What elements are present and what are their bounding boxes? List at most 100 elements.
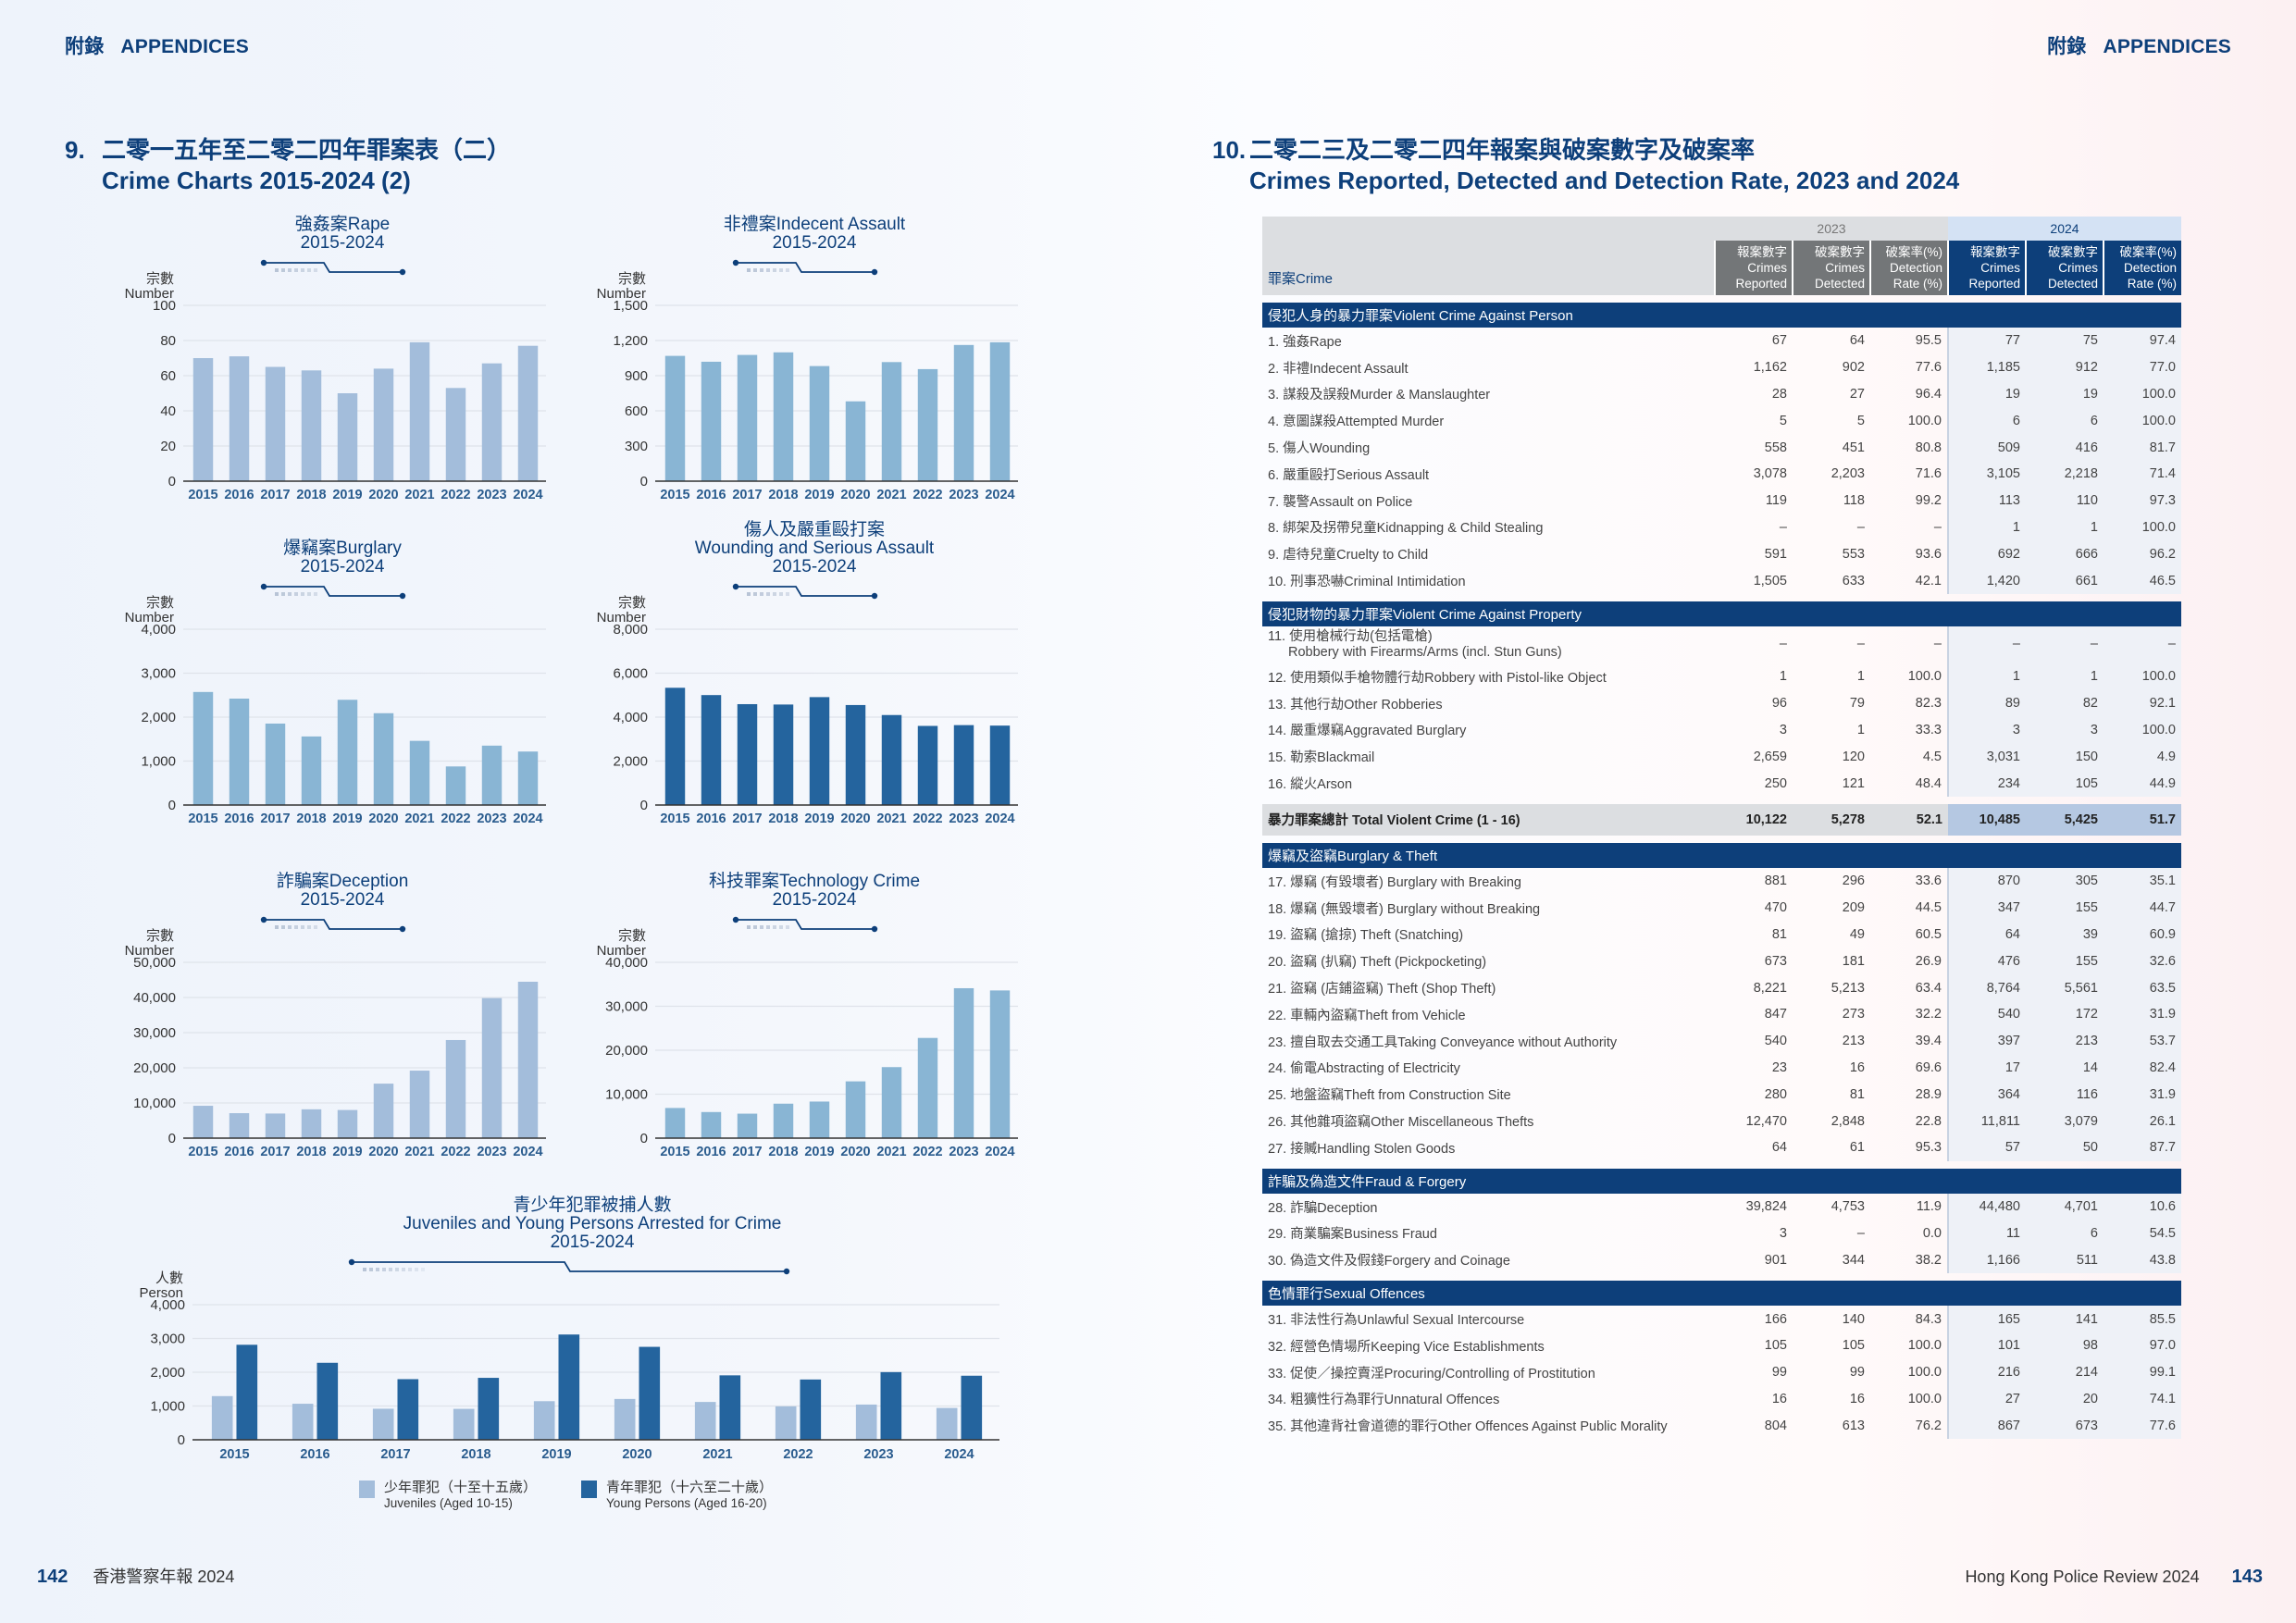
x-tick-label: 2016 [300,1447,329,1462]
bar-2019 [337,700,358,805]
bar-2023 [481,363,503,481]
x-tick-label: 2022 [441,812,470,826]
table-cell: 10.6 [2104,1193,2181,1220]
running-head-en: APPENDICES [2103,36,2231,57]
table-cell: 3,079 [2026,1108,2104,1134]
table-cell: 100.0 [2104,514,2181,541]
legend-item-juveniles: 少年罪犯（十至十五歲） Juveniles (Aged 10-15) [359,1477,537,1510]
y-tick-label: 20 [160,439,176,454]
table-cell: 867 [1947,1412,2026,1440]
y-tick-label: 40,000 [133,990,176,1006]
bar-2018 [301,736,322,805]
table-cell: – [1856,1225,1865,1241]
table-cell: 19 [2026,380,2104,408]
crime-label: 6. 嚴重毆打Serious Assault [1262,461,1715,488]
bar-young-persons-2019 [558,1334,580,1440]
x-tick-label: 2024 [513,1145,542,1159]
chart-period: 2015-2024 [773,557,857,576]
table-cell: 95.5 [1915,333,1942,349]
table-cell: 3 [1779,722,1787,737]
x-tick-label: 2018 [296,1145,326,1159]
table-cell: 110 [2026,487,2104,514]
table-cell: 97.4 [2104,328,2181,354]
bar-2020 [373,1084,394,1138]
bar-2024 [989,990,1011,1138]
crime-label: 25. 地盤盜竊Theft from Construction Site [1262,1081,1715,1108]
y-tick-label: 1,000 [150,1399,185,1415]
decorative-dash-icon [779,592,783,596]
y-tick-label: 0 [640,474,648,489]
bar-2016 [229,699,250,805]
table-row: 23. 擅自取去交通工具Taking Conveyance without Au… [1262,1027,2181,1055]
decorative-dot-icon [732,916,739,923]
x-tick-label: 2021 [702,1447,732,1462]
y-tick-label: 300 [625,439,648,454]
table-cell: – [1856,637,1865,652]
y-tick-label: 3,000 [141,666,176,682]
chart-rape: 強姦案Rape 2015-2024 宗數 Number 0 20 40 60 80 100 2015… [102,213,555,523]
table-cell: 69.6 [1915,1059,1942,1075]
table-cell: 397 [1947,1027,2026,1055]
x-tick-label: 2019 [332,488,362,502]
chart-title-zh: 爆竊案Burglary [283,538,402,558]
table-row: 10. 刑事恐嚇Criminal Intimidation 1,505 633 42.… [1262,567,2181,594]
table-cell: 100.0 [1907,413,1942,428]
bar-2016 [701,361,722,481]
table-cell: 96.4 [1915,386,1942,402]
x-tick-label: 2020 [622,1447,652,1462]
table-cell: 10,122 [1715,803,1793,836]
decorative-dot-icon [260,916,267,923]
decorative-dash-icon [408,1268,412,1271]
bar-2020 [845,401,866,481]
table-row: 18. 爆竊 (無毀壞者) Burglary without Breaking 4… [1262,894,2181,922]
decorative-dash-icon [760,592,763,596]
y-tick-label: 900 [625,368,648,384]
decorative-dash-icon [760,268,763,272]
decorative-dash-icon [773,925,776,929]
decorative-dash-icon [275,592,279,596]
crime-label: 23. 擅自取去交通工具Taking Conveyance without Au… [1262,1028,1715,1055]
category-title: 詐騙及偽造文件Fraud & Forgery [1262,1168,2181,1194]
crime-column-header: 罪案Crime [1262,217,1715,295]
chart-deception: 詐騙案Deception 2015-2024 宗數 Number 0 10,000 20,0… [102,870,555,1180]
decorative-dash-icon [301,925,304,929]
x-tick-label: 2024 [985,812,1014,826]
column-header: 破案率(%) Detection Rate (%) [2103,241,2181,295]
legend-label-zh: 青年罪犯（十六至二十歲） [606,1480,774,1495]
decorative-dash-icon [281,268,285,272]
table-cell: 22.8 [1915,1113,1942,1129]
column-header: 報案數字 Crimes Reported [1714,241,1793,295]
table-row: 11. 使用槍械行劫(包括電槍) Robbery with Firearms/Ar… [1262,626,2181,663]
table-cell: 81 [1771,926,1787,942]
legend-swatch-light [359,1481,375,1498]
bar-2015 [192,691,214,805]
table-cell: 93.6 [1915,546,1942,562]
table-cell: 11 [1947,1220,2026,1247]
table-cell: 511 [2026,1246,2104,1274]
x-tick-label: 2015 [660,1145,689,1159]
x-tick-label: 2017 [732,488,762,502]
y-axis-unit-en: Person [139,1285,183,1301]
y-tick-label: 4,000 [613,710,648,725]
y-tick-label: 1,000 [141,754,176,770]
x-tick-label: 2023 [949,488,978,502]
x-tick-label: 2019 [804,812,834,826]
bar-2016 [701,695,722,805]
bar-juveniles-2023 [855,1404,877,1440]
table-cell: 3 [1947,716,2026,744]
crime-label: 34. 粗獷性行為罪行Unnatural Offences [1262,1386,1715,1413]
table-cell: 661 [2026,567,2104,594]
running-head-zh: 附錄 [65,36,105,57]
decorative-dot-icon [871,925,878,933]
crime-label-text-en: Robbery with Firearms/Arms (incl. Stun G… [1288,644,1562,660]
table-cell: 901 [1764,1252,1787,1268]
table-cell: 11,811 [1947,1108,2026,1134]
bar-2019 [809,365,830,481]
section-number: 9. [65,136,85,164]
table-cell: 166 [1764,1311,1787,1327]
x-tick-label: 2021 [876,488,906,502]
table-cell: 100.0 [2104,716,2181,744]
x-tick-label: 2015 [660,488,689,502]
y-tick-label: 600 [625,403,648,419]
column-header-zh: 破案數字 [2048,245,2098,259]
